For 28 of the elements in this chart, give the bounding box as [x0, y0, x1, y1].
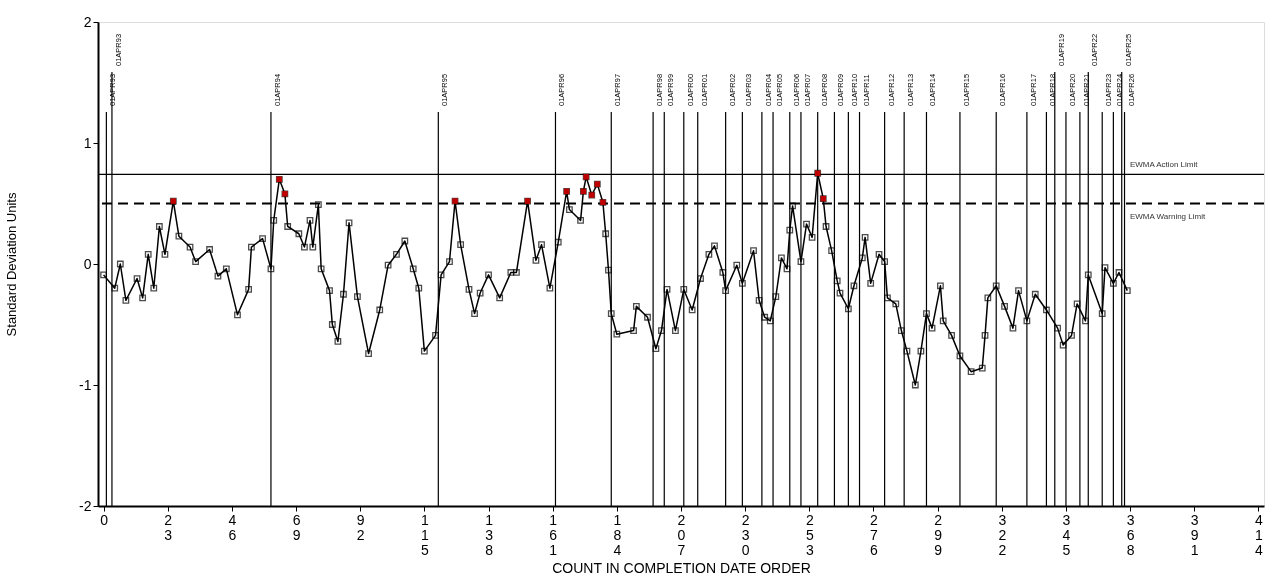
y-tick-label: -2 — [79, 497, 92, 514]
x-tick-label: 2 0 7 — [677, 511, 686, 558]
y-tick-label: -1 — [79, 376, 92, 393]
x-tick-label: 3 6 8 — [1126, 511, 1135, 558]
x-tick-label: 2 7 6 — [870, 511, 879, 558]
x-tick-label: 3 9 1 — [1190, 511, 1199, 558]
x-tick-label: 6 9 — [292, 511, 301, 543]
x-tick-label: 2 9 9 — [934, 511, 943, 558]
y-tick-label: 1 — [83, 134, 92, 151]
x-tick-label: 0 — [100, 511, 109, 528]
y-tick-label: 2 — [83, 13, 92, 30]
y-axis-title: Standard Deviation Units — [4, 192, 20, 337]
ref-line-label: EWMA Action Limit — [1129, 160, 1199, 170]
x-axis-title: COUNT IN COMPLETION DATE ORDER — [552, 559, 811, 576]
y-tick-label: 0 — [83, 255, 92, 272]
x-tick-label: 9 2 — [356, 511, 365, 543]
x-tick-label: 4 1 4 — [1255, 511, 1264, 558]
x-tick-label: 3 4 5 — [1062, 511, 1071, 558]
x-tick-label: 2 5 3 — [805, 511, 814, 558]
x-tick-label: 3 2 2 — [998, 511, 1007, 558]
ref-line-label: EWMA Warning Limit — [1129, 211, 1206, 221]
x-tick-label: 1 1 5 — [420, 511, 429, 558]
x-tick-label: 2 3 0 — [741, 511, 750, 558]
x-tick-label: 1 8 4 — [613, 511, 622, 558]
x-tick-label: 4 6 — [228, 511, 237, 543]
x-tick-label: 1 6 1 — [549, 511, 558, 558]
x-tick-label: 2 3 — [164, 511, 173, 543]
x-tick-label: 1 3 8 — [485, 511, 494, 558]
